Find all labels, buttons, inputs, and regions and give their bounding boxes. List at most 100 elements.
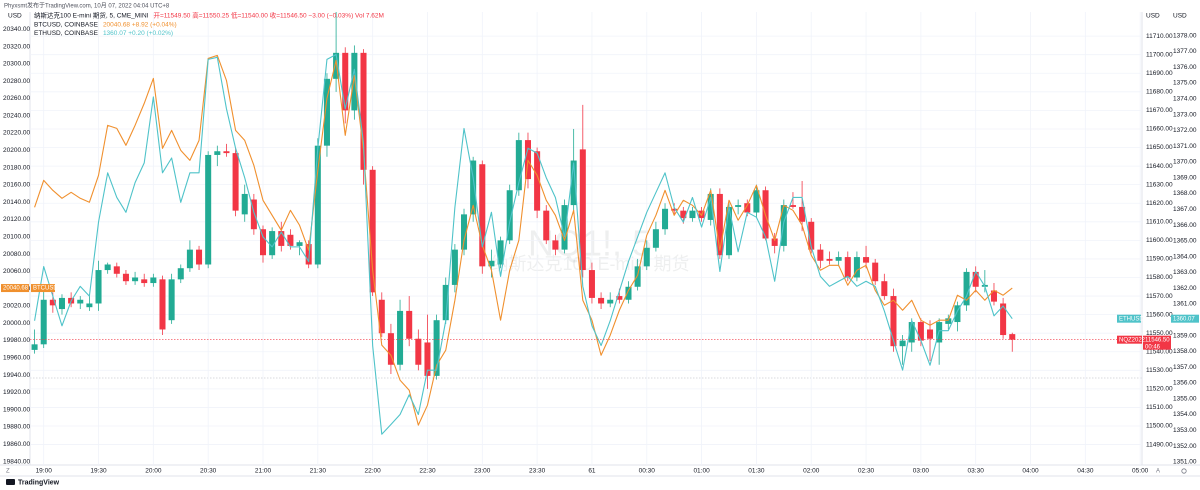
y-tick-label: 11550.00 [1146, 330, 1173, 337]
y-tick-label: 11660.00 [1146, 126, 1173, 133]
y2-tick-label: 1352.00 [1173, 443, 1197, 450]
zoom-icon[interactable]: Z [6, 469, 10, 475]
candle-body [1000, 303, 1007, 336]
candle-body [725, 206, 733, 256]
candle-body [990, 290, 997, 302]
candle-body [625, 286, 632, 300]
axis-unit: USD [8, 13, 22, 20]
y2-tick-label: 19940.00 [3, 372, 30, 379]
candle-body [598, 297, 605, 304]
candle-body [77, 299, 84, 304]
y-tick-label: 11570.00 [1146, 293, 1173, 300]
candle-body [963, 271, 970, 306]
candle-body [808, 221, 815, 250]
candle-body [954, 305, 961, 323]
candle-body [1009, 334, 1016, 340]
plot-area [31, 12, 1016, 435]
symbol-tag-label: BTCUSD [33, 286, 58, 292]
candle-body [671, 208, 678, 211]
candle-body [159, 279, 166, 330]
candle-body [607, 299, 614, 304]
candle-body [543, 210, 550, 241]
x-tick-label: 20:00 [145, 468, 162, 475]
grid [30, 12, 1142, 465]
candle-body [186, 249, 193, 269]
y2-tick-label: 20300.00 [3, 61, 30, 68]
candle-body [113, 266, 120, 274]
candle-body [662, 208, 669, 230]
price-tag-label: 1360.07 [1173, 316, 1195, 322]
candle-body [214, 151, 221, 155]
candle-body [360, 52, 367, 170]
settings-icon[interactable] [1181, 468, 1187, 474]
overlay-line [34, 53, 1013, 435]
auto-scale-button[interactable]: A [1156, 469, 1160, 475]
y2-tick-label: 19980.00 [3, 337, 30, 344]
brand: TradingView [18, 479, 60, 486]
candle-body [643, 247, 650, 267]
y2-tick-label: 1359.00 [1173, 332, 1197, 339]
candle-body [552, 240, 559, 250]
y-tick-label: 11680.00 [1146, 89, 1173, 96]
y-tick-label: 11670.00 [1146, 107, 1173, 114]
candle-body [433, 320, 440, 376]
candle-body [196, 249, 203, 265]
candle-body [515, 140, 522, 191]
y-tick-label: 11620.00 [1146, 200, 1173, 207]
candle-body [497, 240, 504, 265]
candle-body [479, 164, 486, 267]
candle-body [689, 210, 696, 219]
x-tick-label: 04:00 [1022, 468, 1039, 475]
candle-body [972, 271, 979, 287]
y-tick-label: 11710.00 [1146, 33, 1173, 40]
x-tick-label: 02:00 [803, 468, 820, 475]
candle-body [259, 229, 267, 256]
y2-tick-label: 19920.00 [3, 389, 30, 396]
symbol-tag-label: ETHUSD [1119, 316, 1144, 322]
y2-tick-label: 19880.00 [3, 424, 30, 431]
y-tick-label: 11630.00 [1146, 181, 1173, 188]
legend-name: BTCUSD, COINBASE [34, 22, 99, 29]
y2-tick-label: 1365.00 [1173, 238, 1197, 245]
candle-body [844, 257, 851, 278]
brand-logo [6, 479, 15, 485]
candle-body [863, 257, 870, 263]
price-tag [1143, 335, 1171, 350]
candle-body [49, 299, 56, 306]
candle-body [634, 266, 641, 287]
candle-body [141, 279, 148, 284]
y2-tick-label: 1353.00 [1173, 427, 1197, 434]
y-tick-label: 11610.00 [1146, 219, 1173, 226]
x-tick-label: 01:30 [748, 468, 765, 475]
axis-unit: USD [1173, 13, 1187, 20]
candle-body [588, 270, 595, 298]
candle-body [205, 154, 212, 265]
x-tick-label: 05:00 [1132, 468, 1149, 475]
candle-body [31, 344, 38, 350]
symbol-tag [1117, 314, 1141, 323]
y2-tick-label: 1368.00 [1173, 190, 1197, 197]
candle-body [899, 340, 906, 347]
y-tick-label: 11490.00 [1146, 441, 1173, 448]
x-tick-label: 61 [588, 468, 596, 475]
x-tick-label: 19:00 [36, 468, 53, 475]
y2-tick-label: 1370.00 [1173, 159, 1197, 166]
candle-body [881, 281, 888, 297]
y-tick-label: 11540.00 [1146, 348, 1173, 355]
y2-tick-label: 19900.00 [3, 406, 30, 413]
candle-body [872, 262, 879, 282]
y-tick-label: 11530.00 [1146, 367, 1173, 374]
y2-tick-label: 1369.00 [1173, 174, 1197, 181]
y2-tick-label: 1361.00 [1173, 301, 1197, 308]
y2-tick-label: 1371.00 [1173, 143, 1197, 150]
y2-tick-label: 20020.00 [3, 303, 30, 310]
y2-tick-label: 19960.00 [3, 355, 30, 362]
y2-tick-label: 20160.00 [3, 182, 30, 189]
y2-tick-label: 20260.00 [3, 95, 30, 102]
x-tick-label: 22:30 [419, 468, 436, 475]
candle-body [945, 318, 952, 324]
candle-body [104, 264, 111, 271]
y2-tick-label: 20000.00 [3, 320, 30, 327]
price-tag-label: 20040.68 [3, 286, 29, 292]
